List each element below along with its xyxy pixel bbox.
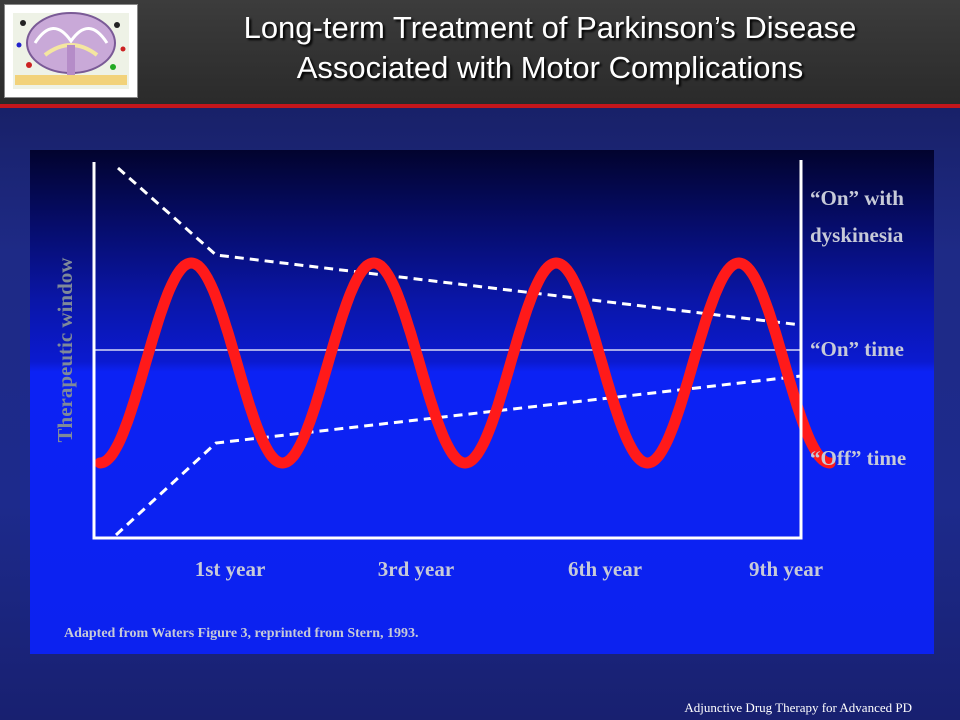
page-title: Long-term Treatment of Parkinson’s Disea… [150,8,950,88]
zone-label-on-with-dyskinesia-1: “On” with [810,186,904,210]
header-rule [0,104,960,108]
footer-text: Adjunctive Drug Therapy for Advanced PD [684,700,912,715]
off-threshold-line [114,374,802,537]
y-axis-label: Therapeutic window [53,257,77,443]
x-tick-label-3rd-year: 3rd year [378,557,454,581]
source-note: Adapted from Waters Figure 3, reprinted … [64,626,419,641]
x-tick-label-9th-year: 9th year [749,557,823,581]
therapeutic-window-diagram: Therapeutic window 1st year 3rd year 6th… [53,160,906,641]
zone-label-on-with-dyskinesia-2: dyskinesia [810,223,904,247]
brain-logo [4,4,138,98]
motor-response-curve [94,257,836,469]
title-line-2: Associated with Motor Complications [296,50,804,85]
zone-label-on-time: “On” time [810,337,904,361]
header-bar [0,0,960,106]
chart-panel: Therapeutic window 1st year 3rd year 6th… [30,150,934,654]
x-tick-label-6th-year: 6th year [568,557,642,581]
chart-axes [92,160,803,540]
x-tick-label-1st-year: 1st year [195,557,266,581]
zone-label-off-time: “Off” time [810,446,906,470]
title-line-1: Long-term Treatment of Parkinson’s Disea… [243,10,857,45]
